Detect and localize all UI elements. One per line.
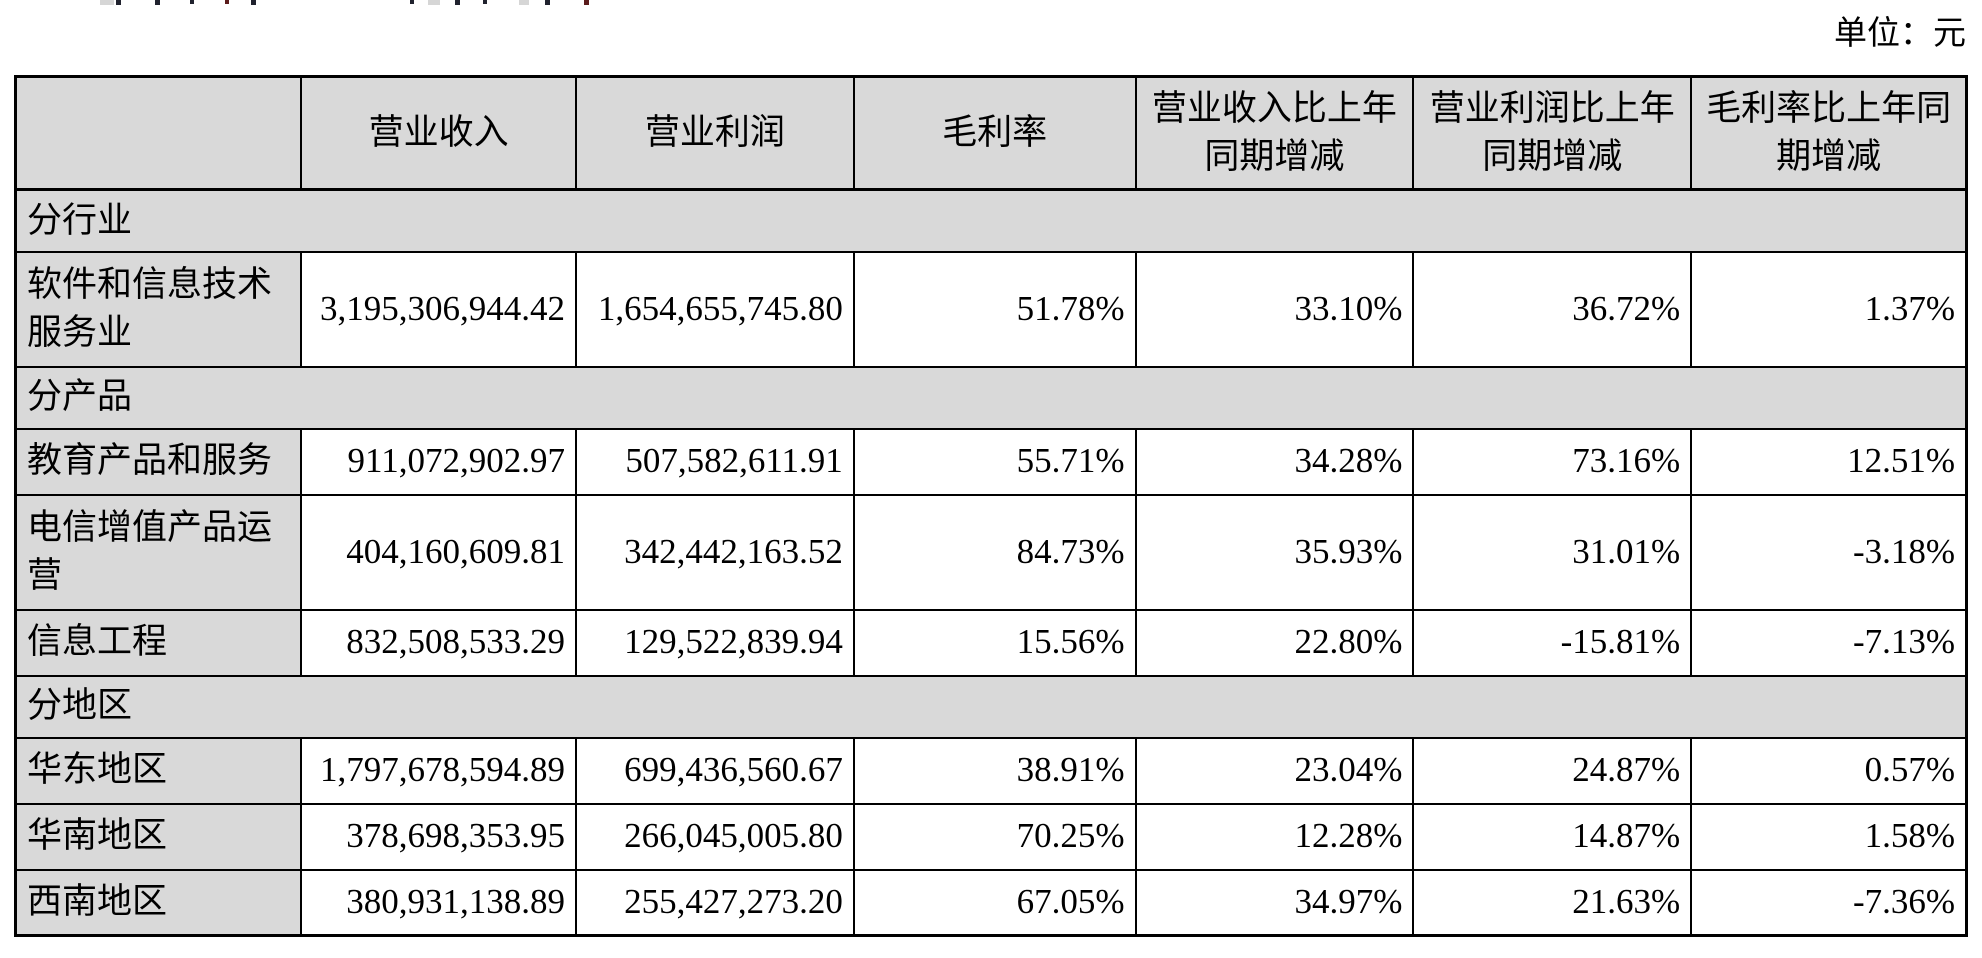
table-row: 华南地区 378,698,353.95 266,045,005.80 70.25% 12… xyxy=(14,802,1968,871)
cell-profit-yoy: 73.16% xyxy=(1412,427,1693,496)
cell-revenue-yoy: 12.28% xyxy=(1134,802,1415,871)
cell-profit: 266,045,005.80 xyxy=(575,802,855,871)
section-label: 分地区 xyxy=(14,674,1968,739)
table-row: 信息工程 832,508,533.29 129,522,839.94 15.56% 22… xyxy=(14,608,1968,677)
cell-margin-yoy: 1.58% xyxy=(1690,802,1968,871)
clipped-heading-remnant xyxy=(0,0,1982,6)
cell-revenue-yoy: 35.93% xyxy=(1134,493,1415,611)
cell-revenue-yoy: 34.97% xyxy=(1134,868,1415,937)
cell-margin-yoy: -3.18% xyxy=(1690,493,1968,611)
table-row: 电信增值产品运营 404,160,609.81 342,442,163.52 84.7… xyxy=(14,493,1968,611)
section-label: 分产品 xyxy=(14,365,1968,430)
cell-revenue-yoy: 34.28% xyxy=(1134,427,1415,496)
table-header-row: 营业收入 营业利润 毛利率 营业收入比上年同期增减 营业利润比上年同期增减 毛利… xyxy=(14,75,1968,191)
row-label: 软件和信息技术服务业 xyxy=(14,250,303,368)
cell-revenue-yoy: 23.04% xyxy=(1134,736,1415,805)
row-label: 华东地区 xyxy=(14,736,303,805)
column-header-revenue: 营业收入 xyxy=(300,75,577,191)
cell-revenue: 380,931,138.89 xyxy=(300,868,577,937)
row-label: 信息工程 xyxy=(14,608,303,677)
section-row: 分地区 xyxy=(14,674,1968,739)
column-header-margin-yoy: 毛利率比上年同期增减 xyxy=(1690,75,1968,191)
segment-results-table: 营业收入 营业利润 毛利率 营业收入比上年同期增减 营业利润比上年同期增减 毛利… xyxy=(14,75,1968,937)
table-row: 华东地区 1,797,678,594.89 699,436,560.67 38.91%… xyxy=(14,736,1968,805)
cell-margin-yoy: -7.36% xyxy=(1690,868,1968,937)
cell-revenue: 1,797,678,594.89 xyxy=(300,736,577,805)
cell-profit: 699,436,560.67 xyxy=(575,736,855,805)
column-header-blank xyxy=(14,75,303,191)
cell-margin: 84.73% xyxy=(852,493,1137,611)
column-header-margin: 毛利率 xyxy=(852,75,1137,191)
row-label: 电信增值产品运营 xyxy=(14,493,303,611)
cell-profit-yoy: 24.87% xyxy=(1412,736,1693,805)
cell-margin-yoy: 0.57% xyxy=(1690,736,1968,805)
cell-profit-yoy: 31.01% xyxy=(1412,493,1693,611)
cell-revenue-yoy: 22.80% xyxy=(1134,608,1415,677)
cell-revenue: 3,195,306,944.42 xyxy=(300,250,577,368)
row-label: 西南地区 xyxy=(14,868,303,937)
table-row: 教育产品和服务 911,072,902.97 507,582,611.91 55.71… xyxy=(14,427,1968,496)
cell-margin: 38.91% xyxy=(852,736,1137,805)
section-row: 分产品 xyxy=(14,365,1968,430)
section-label: 分行业 xyxy=(14,188,1968,253)
cell-margin: 15.56% xyxy=(852,608,1137,677)
cell-margin: 51.78% xyxy=(852,250,1137,368)
cell-profit-yoy: 14.87% xyxy=(1412,802,1693,871)
column-header-profit-yoy: 营业利润比上年同期增减 xyxy=(1412,75,1693,191)
unit-label: 单位：元 xyxy=(1834,16,1966,52)
cell-profit-yoy: 21.63% xyxy=(1412,868,1693,937)
cell-revenue: 404,160,609.81 xyxy=(300,493,577,611)
table-body: 分行业 软件和信息技术服务业 3,195,306,944.42 1,654,655,7… xyxy=(14,188,1968,937)
cell-profit-yoy: 36.72% xyxy=(1412,250,1693,368)
cell-margin-yoy: 1.37% xyxy=(1690,250,1968,368)
column-header-profit: 营业利润 xyxy=(575,75,855,191)
cell-profit: 507,582,611.91 xyxy=(575,427,855,496)
cell-margin-yoy: -7.13% xyxy=(1690,608,1968,677)
section-row: 分行业 xyxy=(14,188,1968,253)
row-label: 华南地区 xyxy=(14,802,303,871)
cell-profit: 342,442,163.52 xyxy=(575,493,855,611)
table-row: 西南地区 380,931,138.89 255,427,273.20 67.05% 34… xyxy=(14,868,1968,937)
cell-profit: 129,522,839.94 xyxy=(575,608,855,677)
cell-revenue-yoy: 33.10% xyxy=(1134,250,1415,368)
row-label: 教育产品和服务 xyxy=(14,427,303,496)
cell-revenue: 832,508,533.29 xyxy=(300,608,577,677)
cell-profit: 1,654,655,745.80 xyxy=(575,250,855,368)
cell-revenue: 911,072,902.97 xyxy=(300,427,577,496)
cell-margin-yoy: 12.51% xyxy=(1690,427,1968,496)
table-row: 软件和信息技术服务业 3,195,306,944.42 1,654,655,745.… xyxy=(14,250,1968,368)
column-header-revenue-yoy: 营业收入比上年同期增减 xyxy=(1134,75,1415,191)
cell-margin: 55.71% xyxy=(852,427,1137,496)
cell-margin: 67.05% xyxy=(852,868,1137,937)
cell-revenue: 378,698,353.95 xyxy=(300,802,577,871)
cell-profit: 255,427,273.20 xyxy=(575,868,855,937)
cell-profit-yoy: -15.81% xyxy=(1412,608,1693,677)
cell-margin: 70.25% xyxy=(852,802,1137,871)
